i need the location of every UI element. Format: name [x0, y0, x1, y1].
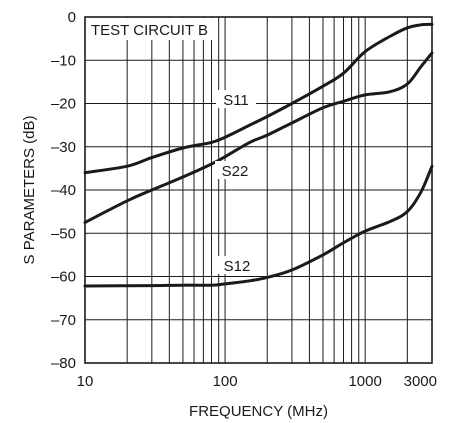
annotation-layer: TEST CIRCUIT B	[86, 18, 216, 40]
x-tick-labels: 10 100 1000 3000	[77, 373, 437, 390]
test-circuit-label: TEST CIRCUIT B	[91, 22, 208, 39]
series-labels: S11 S22 S12	[215, 90, 257, 275]
x-tick-label: 3000	[404, 373, 437, 390]
x-tick-label: 100	[213, 373, 238, 390]
series-line-s22	[83, 51, 434, 224]
y-tick-label: 0	[68, 9, 76, 26]
y-tick-label: –20	[51, 96, 76, 113]
y-tick-label: –60	[51, 269, 76, 286]
series-label-background	[216, 90, 256, 108]
annotation-background	[86, 18, 216, 40]
x-axis-label: FREQUENCY (MHz)	[189, 403, 328, 420]
y-tick-label: –50	[51, 225, 76, 242]
y-tick-label: –80	[51, 355, 76, 372]
series-layer	[83, 22, 434, 288]
x-tick-label: 10	[77, 373, 94, 390]
series-line-s11	[83, 22, 434, 175]
y-tick-label: –30	[51, 139, 76, 156]
x-tick-label: 1000	[348, 373, 381, 390]
plot-frame	[84, 16, 433, 364]
y-tick-label: –70	[51, 312, 76, 329]
y-tick-label: –10	[51, 52, 76, 69]
series-label-background	[215, 161, 255, 179]
grid	[85, 16, 432, 364]
series-label-background	[217, 256, 257, 274]
series-label-s11: S11	[223, 92, 249, 109]
series-label-s12: S12	[224, 258, 251, 275]
series-label-s22: S22	[222, 163, 249, 180]
y-axis-label: S PARAMETERS (dB)	[21, 116, 38, 265]
y-tick-label: –40	[51, 182, 76, 199]
series-line-s12	[83, 164, 434, 288]
y-tick-labels: 0 –10 –20 –30 –40 –50 –60 –70 –80	[51, 9, 76, 372]
